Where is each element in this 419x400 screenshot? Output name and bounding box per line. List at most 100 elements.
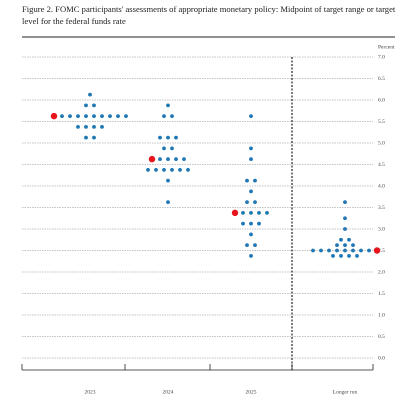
participant-dot xyxy=(249,221,253,226)
participant-dot xyxy=(166,135,170,140)
participant-dot xyxy=(108,114,112,119)
median-dot xyxy=(50,112,58,120)
y-tick-label: 4.5 xyxy=(378,162,385,168)
participant-dot xyxy=(92,135,96,140)
participant-dot xyxy=(355,253,359,258)
participant-dot xyxy=(343,248,347,253)
participant-dot xyxy=(162,114,166,119)
participant-dot xyxy=(68,114,72,119)
y-tick-label: 2.5 xyxy=(378,248,385,254)
participant-dot xyxy=(92,114,96,119)
participant-dot xyxy=(182,157,186,162)
participant-dot xyxy=(241,221,245,226)
participant-dot xyxy=(343,216,347,221)
participant-dot xyxy=(249,157,253,162)
median-dot xyxy=(373,247,381,254)
participant-dot xyxy=(253,200,257,205)
participant-dot xyxy=(158,157,162,162)
x-tick-label: 2025 xyxy=(246,389,257,395)
participant-dot xyxy=(347,237,351,242)
y-tick-label: 1.5 xyxy=(378,291,385,297)
participant-dot xyxy=(186,167,190,172)
participant-dot xyxy=(245,178,249,183)
participant-dot xyxy=(100,124,104,129)
participant-dot xyxy=(146,167,150,172)
participant-dot xyxy=(359,248,363,253)
y-tick-label: 7.0 xyxy=(378,54,385,60)
participant-dot xyxy=(319,248,323,253)
y-tick-label: 0.5 xyxy=(378,334,385,340)
participant-dot xyxy=(170,146,174,151)
participant-dot xyxy=(253,178,257,183)
x-tick-label: Longer run xyxy=(333,389,358,395)
participant-dot xyxy=(245,200,249,205)
y-tick-label: 5.0 xyxy=(378,140,385,146)
y-tick-label: 3.5 xyxy=(378,205,385,211)
participant-dot xyxy=(60,114,64,119)
participant-dot xyxy=(166,200,170,205)
participant-dot xyxy=(92,124,96,129)
y-tick-label: 4.0 xyxy=(378,183,385,189)
participant-dot xyxy=(327,248,331,253)
participant-dot xyxy=(162,146,166,151)
participant-dot xyxy=(339,253,343,258)
participant-dot xyxy=(249,232,253,237)
participant-dot xyxy=(158,135,162,140)
participant-dot xyxy=(347,253,351,258)
participant-dot xyxy=(311,248,315,253)
participant-dot xyxy=(351,243,355,248)
participant-dot xyxy=(76,114,80,119)
y-tick-label: 5.5 xyxy=(378,119,385,125)
participant-dot xyxy=(249,146,253,151)
x-tick-label: 2023 xyxy=(85,389,96,395)
participant-dot xyxy=(331,253,335,258)
participant-dot xyxy=(124,114,128,119)
participant-dot xyxy=(84,103,88,108)
participant-dot xyxy=(257,210,261,215)
participant-dot xyxy=(84,124,88,129)
participant-dot xyxy=(351,248,355,253)
y-tick-label: 3.0 xyxy=(378,226,385,232)
participant-dot xyxy=(245,243,249,248)
participant-dot xyxy=(265,210,269,215)
participant-dot xyxy=(178,167,182,172)
participant-dot xyxy=(249,189,253,194)
participant-dot xyxy=(88,92,92,97)
x-tick-label: 2024 xyxy=(163,389,174,395)
y-tick-label: 6.5 xyxy=(378,76,385,82)
participant-dot xyxy=(335,248,339,253)
participant-dot xyxy=(249,114,253,119)
participant-dot xyxy=(76,124,80,129)
participant-dot xyxy=(170,167,174,172)
participant-dot xyxy=(100,114,104,119)
participant-dot xyxy=(174,135,178,140)
participant-dot xyxy=(84,135,88,140)
participant-dot xyxy=(166,103,170,108)
chart-title: Figure 2. FOMC participants' assessments… xyxy=(22,4,396,26)
participant-dot xyxy=(84,114,88,119)
participant-dot xyxy=(367,248,371,253)
participant-dot xyxy=(154,167,158,172)
participant-dot xyxy=(166,157,170,162)
participant-dot xyxy=(253,243,257,248)
participant-dot xyxy=(170,114,174,119)
participant-dot xyxy=(335,243,339,248)
participant-dot xyxy=(92,103,96,108)
participant-dot xyxy=(241,210,245,215)
participant-dot xyxy=(116,114,120,119)
median-dot xyxy=(148,155,156,163)
y-tick-label: 2.0 xyxy=(378,269,385,275)
y-tick-label: 0.0 xyxy=(378,355,385,361)
participant-dot xyxy=(339,237,343,242)
participant-dot xyxy=(166,178,170,183)
y-axis-label: Percent xyxy=(378,44,395,50)
participant-dot xyxy=(174,157,178,162)
y-tick-label: 1.0 xyxy=(378,312,385,318)
participant-dot xyxy=(343,200,347,205)
median-dot xyxy=(231,209,239,217)
participant-dot xyxy=(257,221,261,226)
participant-dot xyxy=(343,243,347,248)
y-tick-label: 6.0 xyxy=(378,97,385,103)
